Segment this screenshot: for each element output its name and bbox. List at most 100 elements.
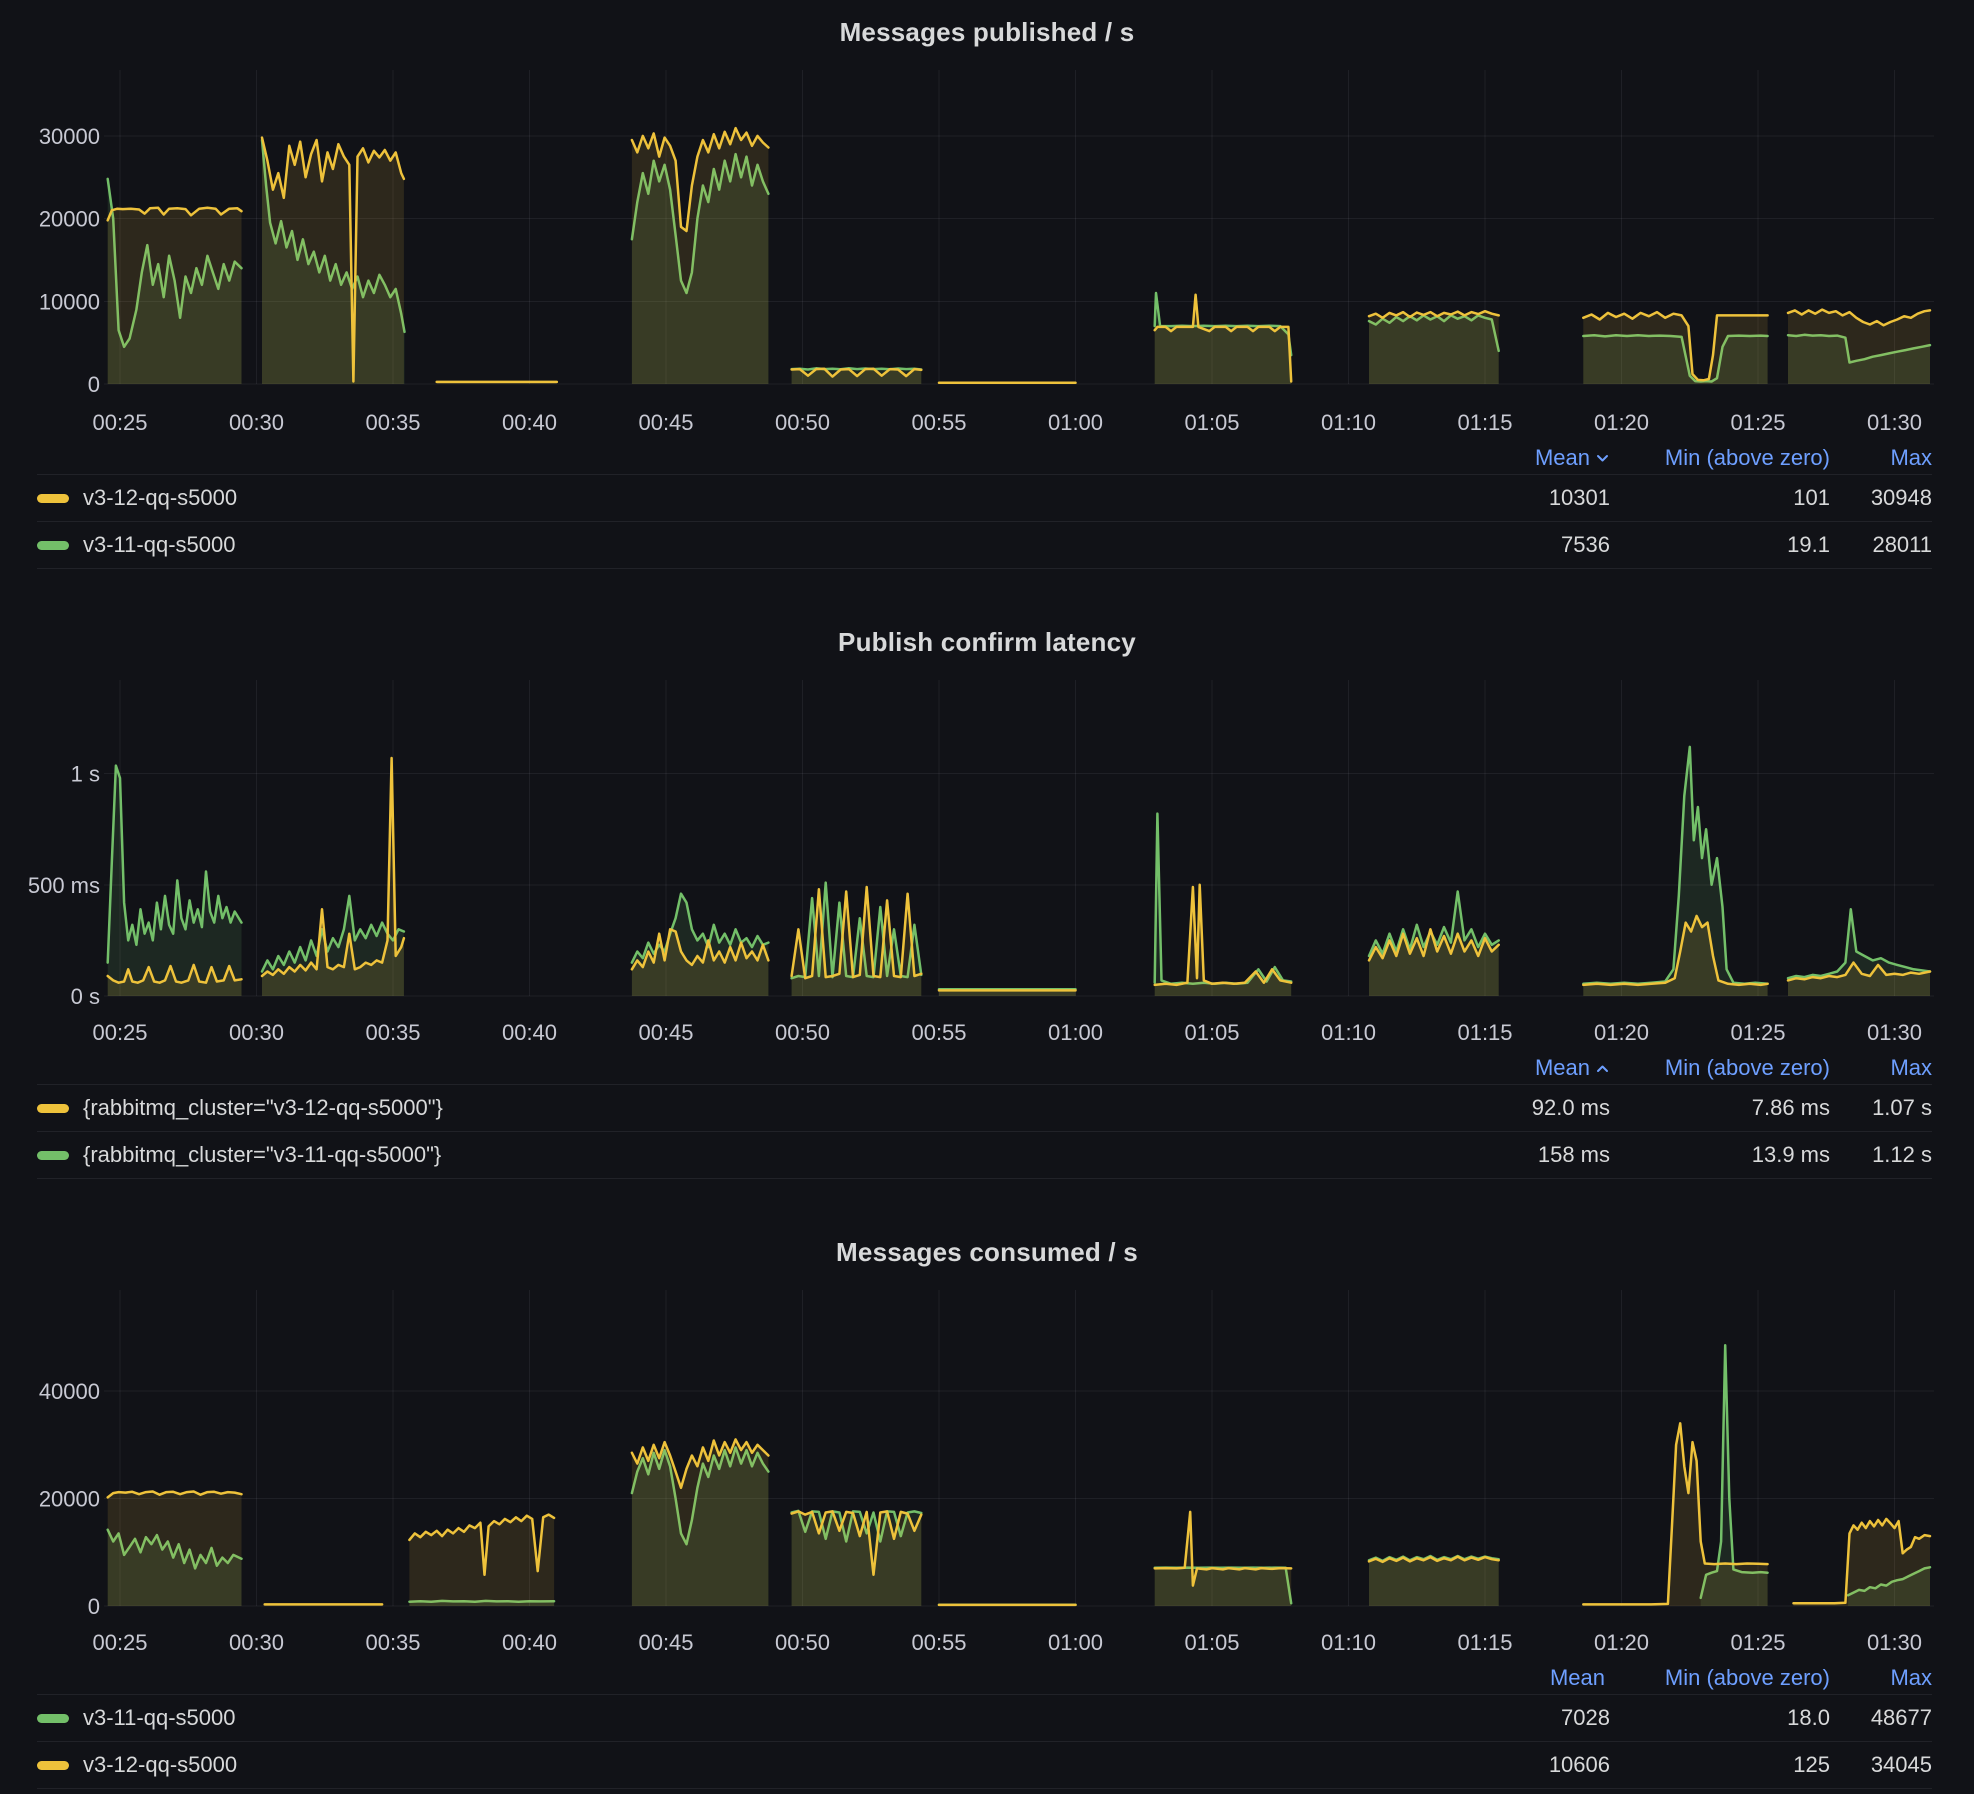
time-series-chart[interactable]: 00:25 00:30 00:35 00:40 00:45 00:50 00:55 01:00… xyxy=(0,668,1974,1050)
legend-header: Mean Min (above zero) Max xyxy=(37,1662,1932,1694)
legend-col-min-above-zero[interactable]: Min (above zero) xyxy=(1664,1055,1830,1080)
svg-text:0 s: 0 s xyxy=(71,984,100,1009)
legend-row[interactable]: {rabbitmq_cluster="v3-12-qq-s5000"} 92.0… xyxy=(37,1084,1932,1131)
svg-text:00:55: 00:55 xyxy=(911,410,966,435)
stat-max: 28011 xyxy=(1872,532,1932,557)
panel-title: Messages published / s xyxy=(839,17,1135,47)
legend: Mean Min (above zero) Max v3-11-qq-s5000… xyxy=(0,1662,1974,1789)
svg-text:00:35: 00:35 xyxy=(365,1020,420,1045)
svg-text:00:40: 00:40 xyxy=(502,1630,557,1655)
svg-text:10000: 10000 xyxy=(39,289,100,314)
svg-text:0: 0 xyxy=(88,1594,100,1619)
series-color-swatch xyxy=(37,1150,69,1160)
series-name[interactable]: {rabbitmq_cluster="v3-11-qq-s5000"} xyxy=(83,1142,442,1167)
stat-max: 34045 xyxy=(1870,1752,1932,1777)
series-name[interactable]: v3-12-qq-s5000 xyxy=(83,1752,238,1777)
svg-text:01:10: 01:10 xyxy=(1321,410,1376,435)
stat-min-above-zero: 125 xyxy=(1793,1752,1830,1777)
sort-caret-icon xyxy=(1595,451,1610,466)
svg-text:00:45: 00:45 xyxy=(638,410,693,435)
legend-row[interactable]: v3-12-qq-s5000 10606 125 34045 xyxy=(37,1741,1932,1789)
time-series-chart[interactable]: 00:25 00:30 00:35 00:40 00:45 00:50 00:55 01:00… xyxy=(0,58,1974,440)
legend: Mean Min (above zero) Max v3-12-qq-s5000… xyxy=(0,442,1974,569)
legend-col-mean-label: Mean xyxy=(1549,1665,1605,1690)
legend-row[interactable]: {rabbitmq_cluster="v3-11-qq-s5000"} 158 … xyxy=(37,1131,1932,1179)
stat-mean: 10301 xyxy=(1548,485,1610,510)
svg-text:01:20: 01:20 xyxy=(1594,1630,1649,1655)
svg-text:01:15: 01:15 xyxy=(1457,1630,1512,1655)
svg-text:01:10: 01:10 xyxy=(1321,1020,1376,1045)
legend-header: Mean Min (above zero) Max xyxy=(37,1052,1932,1084)
series-name[interactable]: v3-11-qq-s5000 xyxy=(83,1705,236,1730)
svg-text:01:25: 01:25 xyxy=(1730,1020,1785,1045)
svg-text:0: 0 xyxy=(88,372,100,397)
legend-col-mean-label: Mean xyxy=(1534,445,1590,470)
svg-text:30000: 30000 xyxy=(39,124,100,149)
series-color-swatch xyxy=(37,540,69,550)
svg-text:00:25: 00:25 xyxy=(92,410,147,435)
svg-text:00:45: 00:45 xyxy=(638,1630,693,1655)
stat-min-above-zero: 7.86 ms xyxy=(1751,1095,1830,1120)
stat-mean: 158 ms xyxy=(1537,1142,1610,1167)
svg-text:20000: 20000 xyxy=(39,1487,100,1512)
legend-row[interactable]: v3-11-qq-s5000 7028 18.0 48677 xyxy=(37,1694,1932,1741)
series-color-swatch xyxy=(37,1103,69,1113)
panel-messages-published: Messages published / s 00:25 00:30 00:35 00… xyxy=(0,18,1974,569)
svg-text:01:30: 01:30 xyxy=(1867,1630,1922,1655)
legend-col-min-above-zero[interactable]: Min (above zero) xyxy=(1664,1665,1830,1690)
series-color-swatch xyxy=(37,1760,69,1770)
svg-text:01:00: 01:00 xyxy=(1048,1020,1103,1045)
series-name[interactable]: v3-12-qq-s5000 xyxy=(83,485,238,510)
panel-messages-consumed: Messages consumed / s 00:25 00:30 00:35 00:… xyxy=(0,1238,1974,1789)
svg-text:00:30: 00:30 xyxy=(229,410,284,435)
svg-text:00:25: 00:25 xyxy=(92,1630,147,1655)
legend-col-max[interactable]: Max xyxy=(1890,1665,1932,1690)
svg-text:01:25: 01:25 xyxy=(1730,1630,1785,1655)
legend-col-mean[interactable]: Mean xyxy=(1490,1665,1610,1691)
series-name[interactable]: v3-11-qq-s5000 xyxy=(83,532,236,557)
legend-row[interactable]: v3-12-qq-s5000 10301 101 30948 xyxy=(37,474,1932,521)
svg-text:01:20: 01:20 xyxy=(1594,410,1649,435)
svg-text:00:55: 00:55 xyxy=(911,1020,966,1045)
sort-caret-icon xyxy=(1595,1061,1610,1076)
stat-mean: 10606 xyxy=(1548,1752,1610,1777)
series-color-swatch xyxy=(37,493,69,503)
svg-text:01:05: 01:05 xyxy=(1184,410,1239,435)
legend-col-mean-label: Mean xyxy=(1534,1055,1590,1080)
svg-text:00:55: 00:55 xyxy=(911,1630,966,1655)
panel-title: Messages consumed / s xyxy=(836,1237,1138,1267)
svg-text:01:00: 01:00 xyxy=(1048,1630,1103,1655)
legend-col-min-above-zero[interactable]: Min (above zero) xyxy=(1664,445,1830,470)
panel-title: Publish confirm latency xyxy=(838,627,1136,657)
series-name[interactable]: {rabbitmq_cluster="v3-12-qq-s5000"} xyxy=(83,1095,443,1120)
svg-text:00:40: 00:40 xyxy=(502,410,557,435)
svg-text:00:40: 00:40 xyxy=(502,1020,557,1045)
stat-max: 30948 xyxy=(1870,485,1932,510)
stat-min-above-zero: 13.9 ms xyxy=(1751,1142,1830,1167)
svg-text:00:35: 00:35 xyxy=(365,410,420,435)
svg-text:01:05: 01:05 xyxy=(1184,1020,1239,1045)
svg-text:00:50: 00:50 xyxy=(775,410,830,435)
legend-col-max[interactable]: Max xyxy=(1890,445,1932,470)
svg-text:00:30: 00:30 xyxy=(229,1020,284,1045)
legend-col-max[interactable]: Max xyxy=(1890,1055,1932,1080)
legend-row[interactable]: v3-11-qq-s5000 7536 19.1 28011 xyxy=(37,521,1932,569)
panel-publish-confirm-latency: Publish confirm latency 00:25 00:30 00:35 0… xyxy=(0,628,1974,1179)
time-series-chart[interactable]: 00:25 00:30 00:35 00:40 00:45 00:50 00:55 01:00… xyxy=(0,1278,1974,1660)
svg-text:01:30: 01:30 xyxy=(1867,1020,1922,1045)
svg-text:01:20: 01:20 xyxy=(1594,1020,1649,1045)
svg-text:01:15: 01:15 xyxy=(1457,410,1512,435)
svg-text:40000: 40000 xyxy=(39,1379,100,1404)
legend-col-mean[interactable]: Mean xyxy=(1490,1055,1610,1081)
svg-text:500 ms: 500 ms xyxy=(28,873,100,898)
svg-text:01:00: 01:00 xyxy=(1048,410,1103,435)
stat-mean: 7028 xyxy=(1561,1705,1610,1730)
svg-text:00:50: 00:50 xyxy=(775,1630,830,1655)
legend-col-mean[interactable]: Mean xyxy=(1490,445,1610,471)
svg-text:00:45: 00:45 xyxy=(638,1020,693,1045)
stat-max: 48677 xyxy=(1870,1705,1932,1730)
stat-mean: 92.0 ms xyxy=(1531,1095,1610,1120)
svg-text:00:30: 00:30 xyxy=(229,1630,284,1655)
svg-text:20000: 20000 xyxy=(39,207,100,232)
